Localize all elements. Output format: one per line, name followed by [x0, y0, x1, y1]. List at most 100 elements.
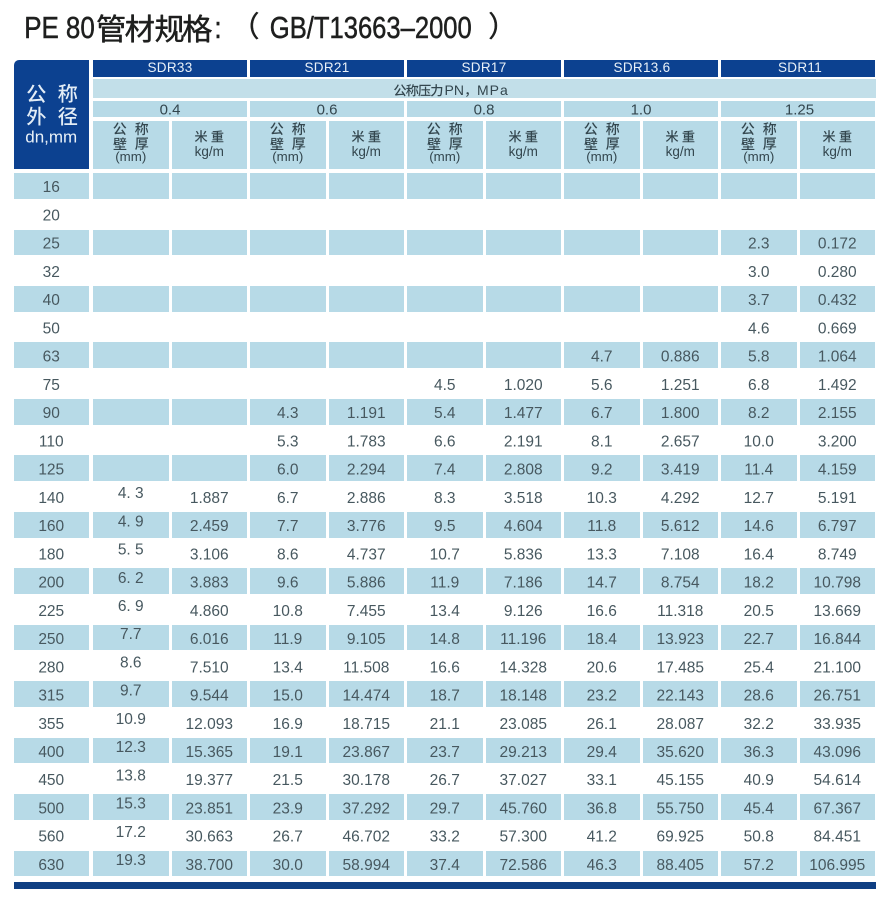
svg-text:kg/m: kg/m	[823, 144, 852, 159]
svg-text:106.995: 106.995	[809, 857, 865, 874]
svg-text:3.518: 3.518	[504, 490, 543, 507]
svg-text:18.4: 18.4	[587, 631, 618, 648]
svg-text:5. 5: 5. 5	[118, 542, 144, 559]
svg-text:1.783: 1.783	[347, 433, 386, 450]
svg-text:29.7: 29.7	[430, 800, 460, 817]
svg-text:450: 450	[38, 772, 64, 789]
svg-text:(mm): (mm)	[743, 149, 774, 164]
svg-text:1.477: 1.477	[504, 405, 543, 422]
svg-text:PE 80: PE 80	[24, 10, 95, 44]
svg-text:45.760: 45.760	[500, 800, 548, 817]
svg-text:0.280: 0.280	[818, 264, 857, 281]
svg-text:13.8: 13.8	[116, 767, 146, 784]
svg-text:37.027: 37.027	[500, 772, 547, 789]
svg-text:23.085: 23.085	[500, 716, 547, 733]
svg-text:28.087: 28.087	[657, 716, 704, 733]
svg-text:16: 16	[43, 179, 60, 196]
svg-text:16.844: 16.844	[814, 631, 862, 648]
svg-text:9.6: 9.6	[277, 575, 299, 592]
svg-text:8.6: 8.6	[120, 654, 142, 671]
svg-text:35.620: 35.620	[657, 744, 705, 761]
svg-text:2.459: 2.459	[190, 518, 229, 535]
svg-text:14.6: 14.6	[744, 518, 774, 535]
svg-text:8.754: 8.754	[661, 575, 700, 592]
svg-text:2.3: 2.3	[748, 236, 770, 253]
svg-text:58.994: 58.994	[343, 857, 391, 874]
svg-text:SDR21: SDR21	[304, 60, 349, 75]
svg-text:37.4: 37.4	[430, 857, 461, 874]
svg-text:72.586: 72.586	[500, 857, 547, 874]
svg-text:280: 280	[38, 659, 64, 676]
svg-text:23.2: 23.2	[587, 688, 617, 705]
svg-text:26.7: 26.7	[273, 829, 303, 846]
svg-text:57.2: 57.2	[744, 857, 774, 874]
svg-text:4.292: 4.292	[661, 490, 700, 507]
svg-text:57.300: 57.300	[500, 829, 548, 846]
svg-text:25.4: 25.4	[744, 659, 775, 676]
svg-text:22.143: 22.143	[657, 688, 704, 705]
svg-text:1.887: 1.887	[190, 490, 229, 507]
svg-text:10.7: 10.7	[430, 546, 460, 563]
svg-text:6. 2: 6. 2	[118, 570, 144, 587]
svg-text:38.700: 38.700	[186, 857, 234, 874]
svg-text:6.797: 6.797	[818, 518, 857, 535]
svg-text:SDR11: SDR11	[778, 60, 822, 75]
svg-text:41.2: 41.2	[587, 829, 617, 846]
svg-text:23.7: 23.7	[430, 744, 460, 761]
svg-text:32: 32	[43, 264, 60, 281]
svg-text:7.108: 7.108	[661, 546, 700, 563]
svg-text:20.6: 20.6	[587, 659, 617, 676]
svg-text:(mm): (mm)	[429, 149, 460, 164]
svg-text:7.4: 7.4	[434, 462, 456, 479]
svg-text:15.3: 15.3	[116, 796, 146, 813]
svg-text:16.4: 16.4	[744, 546, 775, 563]
svg-text:0.669: 0.669	[818, 320, 857, 337]
svg-text:7.7: 7.7	[120, 626, 142, 643]
svg-text:PN: PN	[445, 82, 464, 98]
svg-text:1.0: 1.0	[631, 102, 652, 119]
svg-text:11.196: 11.196	[500, 631, 546, 648]
svg-text:46.3: 46.3	[587, 857, 617, 874]
svg-text:GB/T13663–2000: GB/T13663–2000	[270, 11, 472, 45]
svg-text:(mm): (mm)	[586, 149, 617, 164]
svg-text:10.798: 10.798	[814, 575, 861, 592]
svg-text:23.9: 23.9	[273, 800, 303, 817]
svg-text:23.867: 23.867	[343, 744, 390, 761]
svg-text:69.925: 69.925	[657, 829, 704, 846]
svg-text:kg/m: kg/m	[195, 144, 224, 159]
svg-text:500: 500	[38, 800, 64, 817]
svg-text:3.419: 3.419	[661, 462, 700, 479]
svg-text:18.148: 18.148	[500, 688, 547, 705]
svg-text:8.3: 8.3	[434, 490, 456, 507]
svg-text:90: 90	[43, 405, 61, 422]
svg-text:17.485: 17.485	[657, 659, 704, 676]
svg-text:21.1: 21.1	[430, 716, 460, 733]
svg-text:5.612: 5.612	[661, 518, 700, 535]
svg-text:4.7: 4.7	[591, 349, 613, 366]
svg-text:18.715: 18.715	[343, 716, 390, 733]
svg-text:19.1: 19.1	[273, 744, 303, 761]
svg-text:4.860: 4.860	[190, 603, 229, 620]
svg-text:20: 20	[43, 207, 61, 224]
svg-text:9.2: 9.2	[591, 462, 613, 479]
svg-text:315: 315	[38, 688, 64, 705]
svg-text:dn,mm: dn,mm	[25, 127, 77, 146]
svg-text:1.492: 1.492	[818, 377, 857, 394]
svg-text:33.2: 33.2	[430, 829, 460, 846]
svg-text:11.9: 11.9	[430, 575, 459, 592]
svg-text:33.935: 33.935	[814, 716, 861, 733]
svg-text:SDR17: SDR17	[461, 60, 506, 75]
svg-text:17.2: 17.2	[116, 824, 146, 841]
svg-text:(mm): (mm)	[115, 149, 146, 164]
svg-text:3.106: 3.106	[190, 546, 229, 563]
svg-text:200: 200	[38, 575, 64, 592]
svg-text:11.8: 11.8	[587, 518, 616, 535]
svg-text:4.604: 4.604	[504, 518, 543, 535]
svg-text:0.886: 0.886	[661, 349, 700, 366]
svg-text:26.751: 26.751	[814, 688, 861, 705]
svg-text:9.7: 9.7	[120, 683, 142, 700]
svg-text:12.3: 12.3	[116, 739, 146, 756]
svg-text:2.294: 2.294	[347, 462, 386, 479]
svg-text:45.155: 45.155	[657, 772, 704, 789]
svg-text:13.3: 13.3	[587, 546, 617, 563]
